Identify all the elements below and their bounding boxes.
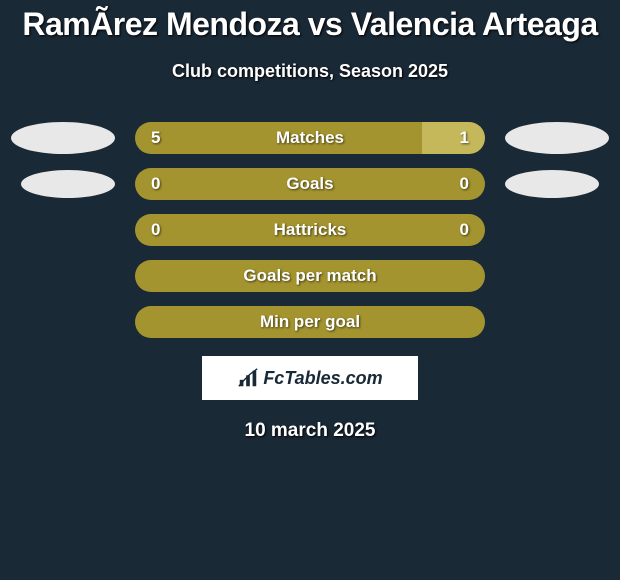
stat-rows: 5 Matches 1 0 Goals 0 0 Hattricks bbox=[0, 122, 620, 338]
ellipse-spacer bbox=[505, 214, 609, 246]
stat-row: Goals per match bbox=[0, 260, 620, 292]
stat-bar: 0 Goals 0 bbox=[135, 168, 485, 200]
stat-right-value: 1 bbox=[460, 128, 469, 148]
right-avatar-ellipse bbox=[505, 170, 599, 198]
stat-bar: 0 Hattricks 0 bbox=[135, 214, 485, 246]
stat-left-value: 5 bbox=[151, 128, 160, 148]
ellipse-spacer bbox=[11, 214, 115, 246]
stat-left-value: 0 bbox=[151, 174, 160, 194]
ellipse-spacer bbox=[505, 306, 609, 338]
logo-text: FcTables.com bbox=[263, 368, 382, 389]
stat-label: Goals per match bbox=[243, 266, 376, 286]
ellipse-spacer bbox=[505, 260, 609, 292]
stat-row: Min per goal bbox=[0, 306, 620, 338]
page-title: RamÃ­rez Mendoza vs Valencia Arteaga bbox=[0, 6, 620, 43]
stat-right-value: 0 bbox=[460, 174, 469, 194]
bar-chart-icon bbox=[237, 367, 259, 389]
stat-row: 0 Goals 0 bbox=[0, 168, 620, 200]
left-avatar-ellipse bbox=[11, 122, 115, 154]
stat-bar-right-segment bbox=[422, 122, 485, 154]
stat-right-value: 0 bbox=[460, 220, 469, 240]
comparison-panel: RamÃ­rez Mendoza vs Valencia Arteaga Clu… bbox=[0, 0, 620, 442]
stat-row: 5 Matches 1 bbox=[0, 122, 620, 154]
stat-bar: Goals per match bbox=[135, 260, 485, 292]
stat-label: Hattricks bbox=[274, 220, 347, 240]
right-avatar-ellipse bbox=[505, 122, 609, 154]
stat-label: Matches bbox=[276, 128, 344, 148]
ellipse-spacer bbox=[11, 260, 115, 292]
stat-bar: 5 Matches 1 bbox=[135, 122, 485, 154]
stat-label: Min per goal bbox=[260, 312, 360, 332]
stat-left-value: 0 bbox=[151, 220, 160, 240]
date-label: 10 march 2025 bbox=[0, 420, 620, 442]
logo-box: FcTables.com bbox=[202, 356, 418, 400]
ellipse-spacer bbox=[11, 306, 115, 338]
page-subtitle: Club competitions, Season 2025 bbox=[0, 61, 620, 82]
left-avatar-ellipse bbox=[21, 170, 115, 198]
stat-row: 0 Hattricks 0 bbox=[0, 214, 620, 246]
stat-label: Goals bbox=[286, 174, 333, 194]
stat-bar: Min per goal bbox=[135, 306, 485, 338]
